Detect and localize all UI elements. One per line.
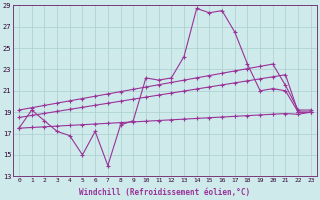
X-axis label: Windchill (Refroidissement éolien,°C): Windchill (Refroidissement éolien,°C) [79, 188, 251, 197]
